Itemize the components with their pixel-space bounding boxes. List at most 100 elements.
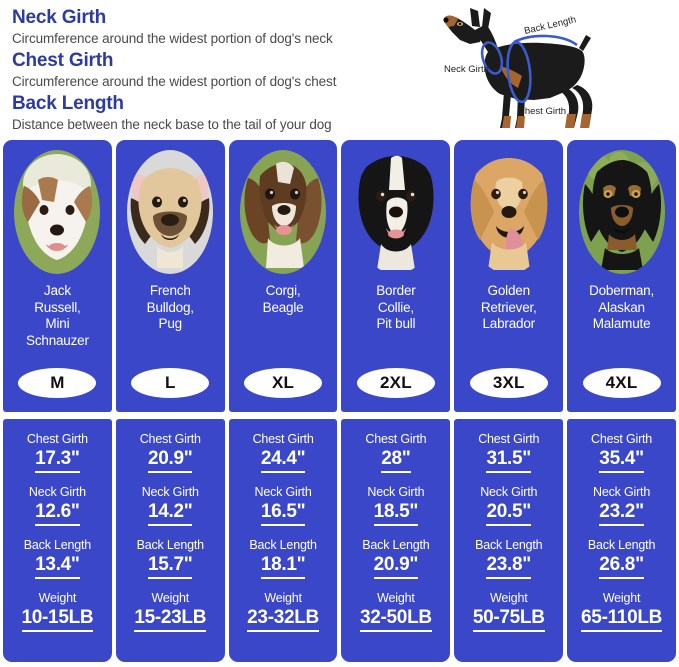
measurement-card: Chest Girth 35.4" Neck Girth 23.2" Back … (567, 419, 676, 662)
neck-girth-label: Neck Girth (254, 485, 312, 499)
beagle-photo (240, 150, 327, 274)
size-badge[interactable]: M (18, 368, 97, 398)
breed-card[interactable]: Doberman, Alaskan Malamute 4XL (567, 140, 676, 412)
legend-item-back: Back Length Distance between the neck ba… (12, 92, 432, 133)
neck-girth-label: Neck Girth (480, 485, 538, 499)
chest-girth-value: 35.4" (599, 447, 644, 473)
back-length-value: 15.7" (147, 553, 193, 579)
size-badge-wrap: M (3, 368, 112, 398)
size-badge-wrap: 4XL (567, 368, 676, 398)
weight-label: Weight (377, 591, 415, 605)
weight-value: 23-32LB (247, 606, 319, 632)
diagram-label-back-length: Back Length (523, 14, 577, 37)
breed-name: Corgi, Beagle (262, 283, 304, 315)
chest-girth-value: 31.5" (486, 447, 531, 473)
back-length-label: Back Length (587, 538, 656, 552)
back-length-value: 18.1" (260, 553, 306, 579)
neck-girth-label: Neck Girth (367, 485, 425, 499)
back-length-label: Back Length (475, 538, 543, 552)
breed-card[interactable]: French Bulldog, Pug L (115, 140, 225, 412)
back-length-value: 23.8" (486, 553, 531, 579)
diagram-label-chest-girth: Chest Girth (518, 106, 566, 117)
chest-girth-label: Chest Girth (252, 432, 314, 446)
diagram-label-neck-girth: Neck Girth (444, 64, 489, 75)
legend-title-chest: Chest Girth (12, 50, 114, 71)
breed-card[interactable]: Jack Russell, Mini Schnauzer M (3, 140, 112, 412)
legend-desc-chest: Circumference around the widest portion … (12, 74, 337, 89)
measurement-card: Chest Girth 17.3" Neck Girth 12.6" Back … (3, 419, 112, 662)
neck-girth-value: 18.5" (373, 500, 418, 526)
breed-card[interactable]: Golden Retriever, Labrador 3XL (454, 140, 564, 412)
neck-girth-value: 20.5" (486, 500, 531, 526)
breed-name: Border Collie, Pit bull (376, 283, 416, 331)
neck-girth-label: Neck Girth (141, 485, 199, 499)
golden-retriever-photo (465, 150, 552, 274)
chest-girth-label: Chest Girth (365, 432, 427, 446)
breed-name: Golden Retriever, Labrador (480, 283, 537, 331)
french-bulldog-photo (127, 150, 214, 274)
weight-value: 50-75LB (472, 606, 545, 632)
measurement-card-row: Chest Girth 17.3" Neck Girth 12.6" Back … (3, 419, 676, 662)
breed-name: Doberman, Alaskan Malamute (589, 283, 655, 331)
weight-value: 65-110LB (581, 606, 662, 632)
chest-girth-label: Chest Girth (478, 432, 540, 446)
chest-girth-value: 24.4" (260, 447, 306, 473)
measurement-legend: Neck Girth Circumference around the wide… (12, 6, 432, 135)
back-length-label: Back Length (249, 538, 317, 552)
measurement-card: Chest Girth 20.9" Neck Girth 14.2" Back … (115, 419, 225, 662)
size-badge-wrap: XL (229, 368, 338, 398)
weight-label: Weight (151, 591, 190, 605)
back-length-arc (513, 34, 578, 47)
size-badge[interactable]: L (131, 368, 210, 398)
back-length-label: Back Length (136, 538, 204, 552)
legend-item-neck: Neck Girth Circumference around the wide… (12, 6, 432, 47)
chest-girth-value: 28" (381, 447, 411, 473)
weight-value: 15-23LB (134, 606, 206, 632)
size-badge[interactable]: 2XL (356, 368, 435, 398)
measurement-card: Chest Girth 24.4" Neck Girth 16.5" Back … (228, 419, 338, 662)
weight-label: Weight (264, 591, 302, 605)
measurement-card: Chest Girth 28" Neck Girth 18.5" Back Le… (341, 419, 451, 662)
border-collie-photo (352, 150, 439, 274)
size-badge-wrap: 3XL (454, 368, 563, 398)
weight-value: 32-50LB (359, 606, 432, 632)
weight-value: 10-15LB (21, 606, 94, 632)
size-badge[interactable]: 3XL (469, 368, 548, 398)
back-length-label: Back Length (362, 538, 430, 552)
neck-girth-label: Neck Girth (593, 485, 651, 499)
doberman-photo (578, 150, 665, 274)
back-length-value: 13.4" (35, 553, 80, 579)
chest-girth-value: 17.3" (35, 447, 80, 473)
size-badge-wrap: L (116, 368, 225, 398)
size-badge-wrap: 2XL (341, 368, 450, 398)
back-length-value: 20.9" (373, 553, 418, 579)
neck-girth-label: Neck Girth (28, 485, 86, 499)
legend-title-neck: Neck Girth (12, 7, 107, 28)
weight-label: Weight (489, 591, 528, 605)
measurement-card: Chest Girth 31.5" Neck Girth 20.5" Back … (454, 419, 564, 662)
breed-card[interactable]: Border Collie, Pit bull 2XL (341, 140, 451, 412)
breed-name: French Bulldog, Pug (146, 283, 194, 331)
legend-desc-back: Distance between the neck base to the ta… (12, 117, 332, 132)
size-badge[interactable]: 4XL (582, 368, 661, 398)
legend-header: Neck Girth Circumference around the wide… (0, 0, 679, 136)
legend-item-chest: Chest Girth Circumference around the wid… (12, 49, 432, 90)
jack-russell-photo (14, 150, 101, 274)
legend-title-back: Back Length (12, 93, 124, 114)
breed-card-row: Jack Russell, Mini Schnauzer M (3, 140, 676, 412)
neck-girth-value: 12.6" (35, 500, 80, 526)
back-length-value: 26.8" (599, 553, 644, 579)
neck-girth-loop (480, 41, 504, 75)
chest-girth-value: 20.9" (147, 447, 193, 473)
breed-name: Jack Russell, Mini Schnauzer (26, 283, 89, 348)
breed-card[interactable]: Corgi, Beagle XL (228, 140, 338, 412)
chest-girth-label: Chest Girth (139, 432, 201, 446)
neck-girth-value: 23.2" (599, 500, 644, 526)
chest-girth-label: Chest Girth (591, 432, 653, 446)
weight-label: Weight (602, 591, 641, 605)
size-badge[interactable]: XL (244, 368, 323, 398)
dog-diagram: Neck Girth Chest Girth Back Length (430, 2, 676, 134)
chest-girth-label: Chest Girth (26, 432, 88, 446)
neck-girth-value: 16.5" (260, 500, 306, 526)
weight-label: Weight (38, 591, 77, 605)
